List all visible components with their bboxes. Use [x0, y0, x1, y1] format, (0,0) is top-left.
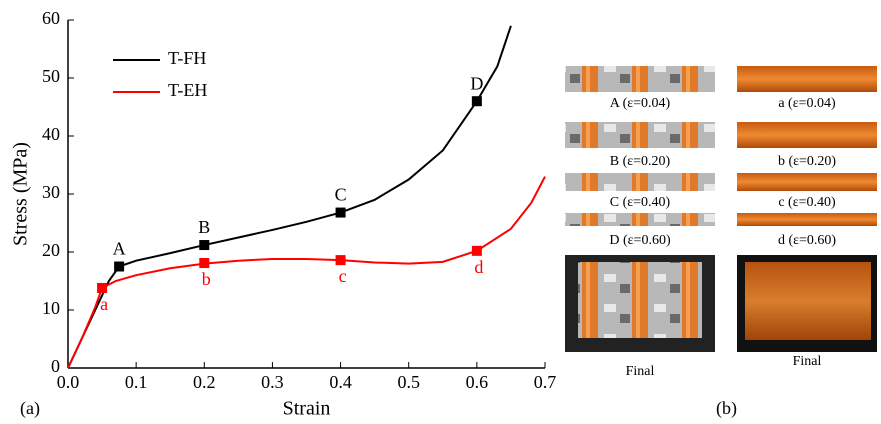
image	[578, 262, 702, 338]
y-tick-label: 10	[42, 298, 60, 318]
y-tick-label: 60	[42, 8, 60, 28]
caption: A (ε=0.04)	[610, 96, 671, 111]
caption: c (ε=0.40)	[778, 195, 836, 210]
marker	[335, 255, 346, 266]
image	[745, 262, 871, 340]
point-label: A	[113, 239, 126, 259]
point-label: c	[339, 266, 347, 286]
image	[565, 66, 715, 92]
marker	[335, 207, 346, 218]
x-tick-label: 0.5	[397, 372, 420, 392]
line	[67, 25, 512, 369]
caption: Final	[626, 364, 655, 379]
image	[737, 213, 877, 226]
marker	[97, 282, 108, 293]
image	[565, 173, 715, 191]
image	[565, 122, 715, 148]
caption: d (ε=0.60)	[778, 233, 836, 248]
point-label: d	[474, 257, 483, 277]
marker	[199, 258, 210, 269]
panel-label: (a)	[20, 398, 40, 419]
x-tick-label: 0.6	[466, 372, 489, 392]
marker	[199, 240, 210, 251]
legend-label: T-EH	[168, 80, 207, 100]
caption: D (ε=0.60)	[609, 233, 671, 248]
point-label: a	[100, 294, 108, 314]
x-tick-label: 0.7	[534, 372, 557, 392]
y-axis-label: Stress (MPa)	[10, 142, 32, 246]
y-tick-label: 50	[42, 66, 60, 86]
y-tick-label: 20	[42, 240, 60, 260]
x-tick-label: 0.4	[329, 372, 352, 392]
image	[565, 213, 715, 226]
caption: Final	[793, 354, 822, 369]
point-label: D	[470, 73, 483, 93]
image	[737, 122, 877, 148]
x-tick-label: 0.3	[261, 372, 284, 392]
marker	[114, 261, 125, 272]
x-tick-label: 0.1	[125, 372, 148, 392]
caption: B (ε=0.20)	[610, 154, 671, 169]
x-tick-label: 0.0	[57, 372, 80, 392]
marker	[471, 96, 482, 107]
images	[565, 66, 877, 352]
image	[737, 66, 877, 92]
y-tick-label: 40	[42, 124, 60, 144]
x-tick-label: 0.2	[193, 372, 216, 392]
point-label: B	[198, 217, 210, 237]
x-axis-label: Strain	[283, 398, 331, 420]
legend-label: T-FH	[168, 48, 206, 68]
image	[737, 173, 877, 191]
panel-label: (b)	[716, 398, 737, 419]
caption: a (ε=0.04)	[778, 96, 836, 111]
y-tick-label: 0	[51, 356, 60, 376]
y-tick-label: 30	[42, 182, 60, 202]
point-label: b	[202, 269, 211, 289]
marker	[471, 245, 482, 256]
caption: b (ε=0.20)	[778, 154, 836, 169]
point-label: C	[335, 185, 347, 205]
captions: A (ε=0.04) B (ε=0.20) C (ε=0.40) D (ε=0.60)…	[609, 96, 836, 379]
caption: C (ε=0.40)	[610, 195, 671, 210]
